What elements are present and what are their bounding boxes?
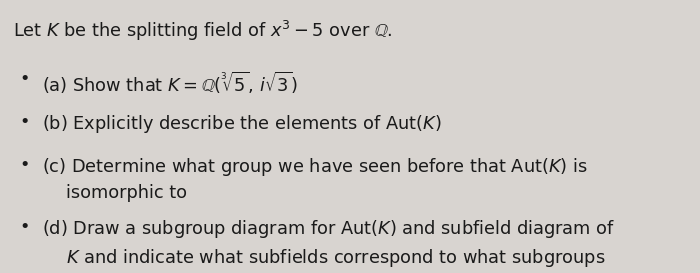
Text: •: •: [20, 70, 30, 88]
Text: (a) Show that $\mathit{K} = \mathbb{Q}(\sqrt[3]{5},\, i\sqrt{3})$: (a) Show that $\mathit{K} = \mathbb{Q}(\…: [42, 70, 298, 96]
Text: $\mathit{K}$ and indicate what subfields correspond to what subgroups: $\mathit{K}$ and indicate what subfields…: [66, 247, 606, 269]
Text: Let $\mathit{K}$ be the splitting field of $x^3 - 5$ over $\mathbb{Q}$.: Let $\mathit{K}$ be the splitting field …: [13, 19, 392, 43]
Text: isomorphic to: isomorphic to: [66, 184, 188, 202]
Text: •: •: [20, 218, 30, 236]
Text: •: •: [20, 113, 30, 131]
Text: (d) Draw a subgroup diagram for $\mathrm{Aut}(\mathit{K})$ and subfield diagram : (d) Draw a subgroup diagram for $\mathrm…: [42, 218, 615, 241]
Text: •: •: [20, 156, 30, 174]
Text: (b) Explicitly describe the elements of $\mathrm{Aut}(\mathit{K})$: (b) Explicitly describe the elements of …: [42, 113, 442, 135]
Text: (c) Determine what group we have seen before that $\mathrm{Aut}(\mathit{K})$ is: (c) Determine what group we have seen be…: [42, 156, 588, 178]
